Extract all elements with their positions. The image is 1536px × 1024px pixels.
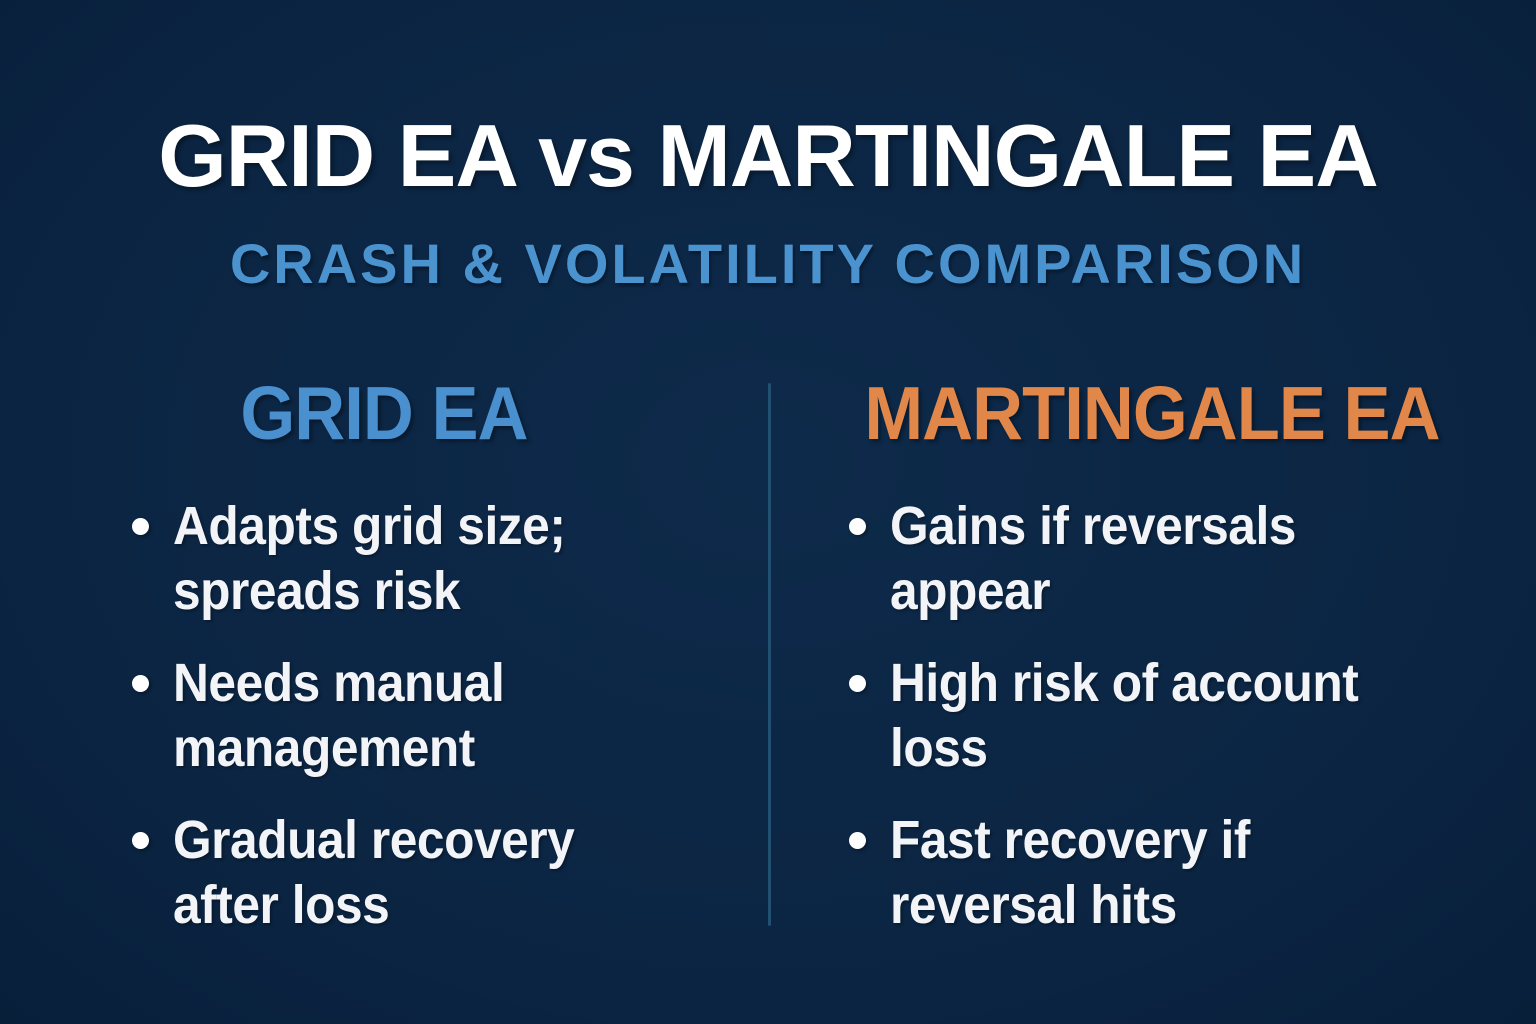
bullet-dot-icon: [132, 518, 149, 535]
bullet-dot-icon: [849, 675, 866, 692]
bullet-dot-icon: [849, 832, 866, 849]
bullet-item: Needs manual management: [132, 651, 768, 781]
bullet-dot-icon: [132, 832, 149, 849]
bullet-item: High risk of account loss: [849, 651, 1536, 781]
bullet-text: Needs manual management: [173, 653, 505, 778]
bullet-dot-icon: [849, 518, 866, 535]
bullet-item: Adapts grid size; spreads risk: [132, 494, 768, 624]
page-title: GRID EA vs MARTINGALE EA: [158, 106, 1379, 205]
column-divider: [768, 383, 771, 926]
martingale-ea-bullet-list: Gains if reversals appear High risk of a…: [849, 494, 1536, 938]
grid-ea-column: GRID EA Adapts grid size; spreads risk N…: [0, 376, 768, 965]
bullet-text: Gradual recovery after loss: [173, 810, 575, 935]
bullet-text: Gains if reversals appear: [890, 496, 1296, 621]
grid-ea-bullet-list: Adapts grid size; spreads risk Needs man…: [132, 494, 768, 938]
bullet-item: Gradual recovery after loss: [132, 808, 768, 938]
martingale-ea-header: MARTINGALE EA: [864, 371, 1440, 455]
martingale-ea-column: MARTINGALE EA Gains if reversals appear …: [768, 376, 1536, 965]
bullet-item: Gains if reversals appear: [849, 494, 1536, 624]
bullet-dot-icon: [132, 675, 149, 692]
bullet-text: Adapts grid size; spreads risk: [173, 496, 566, 621]
page-subtitle: CRASH & VOLATILITY COMPARISON: [229, 232, 1307, 295]
grid-ea-header: GRID EA: [240, 371, 528, 455]
bullet-text: Fast recovery if reversal hits: [890, 810, 1250, 935]
bullet-text: High risk of account loss: [890, 653, 1359, 778]
bullet-item: Fast recovery if reversal hits: [849, 808, 1536, 938]
